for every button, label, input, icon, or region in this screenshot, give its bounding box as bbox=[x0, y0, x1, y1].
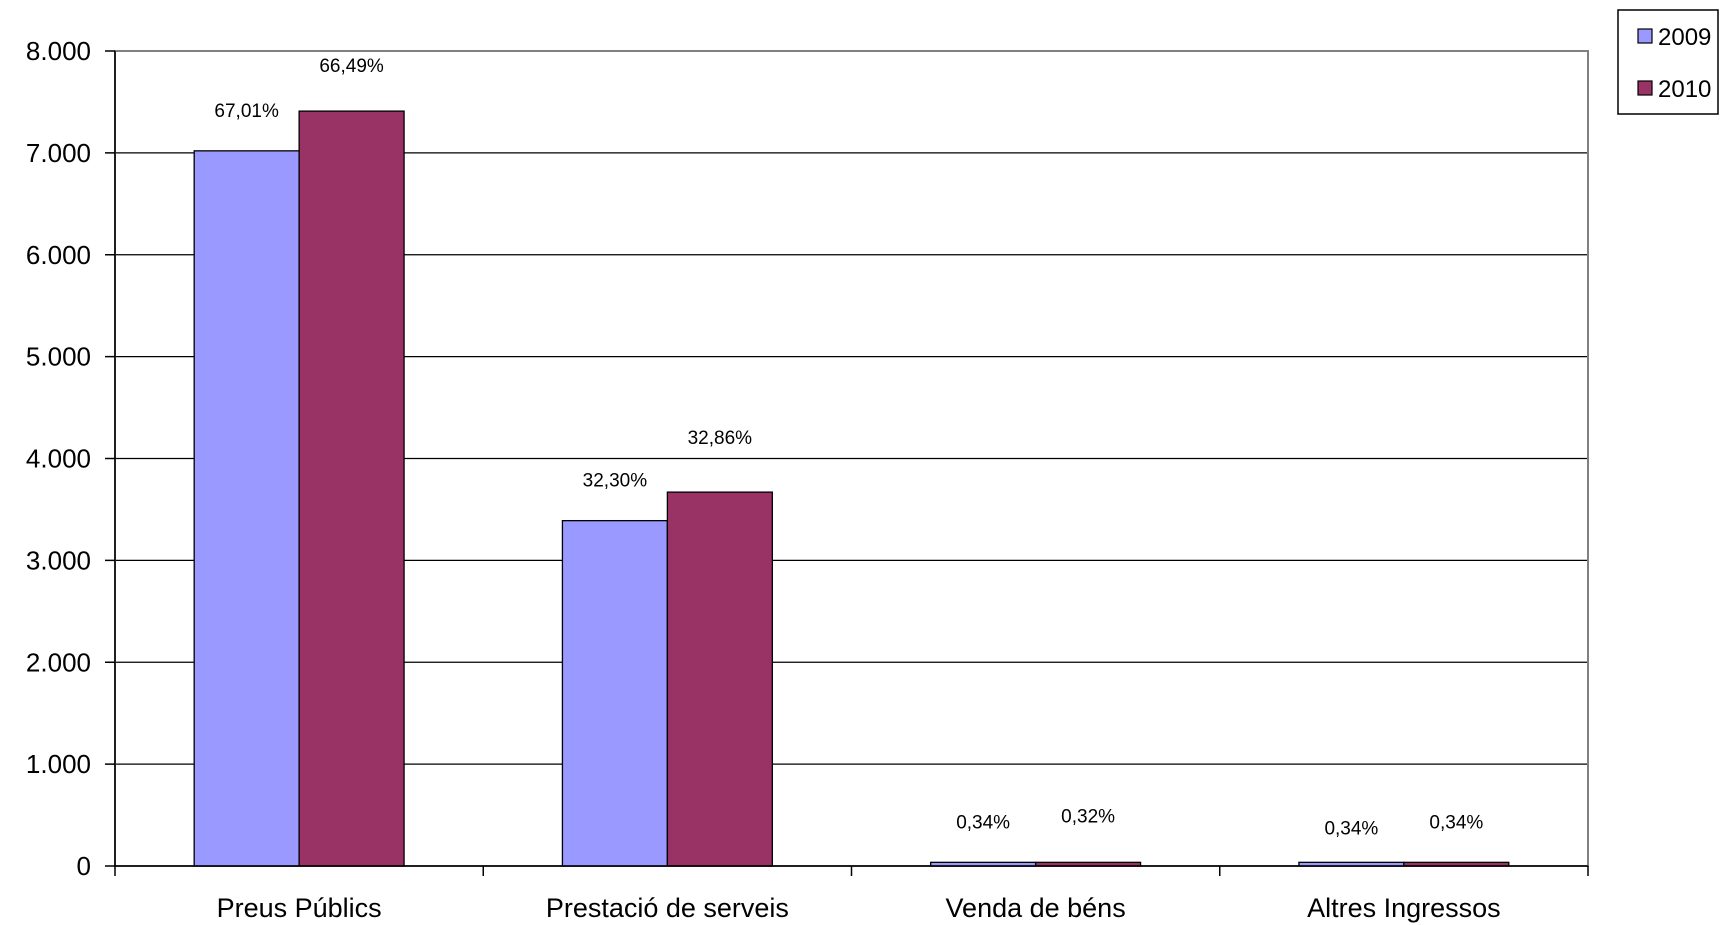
category-label: Venda de béns bbox=[946, 893, 1126, 923]
data-label: 66,49% bbox=[319, 56, 384, 77]
data-label: 67,01% bbox=[214, 101, 279, 122]
data-label: 0,34% bbox=[1324, 818, 1378, 839]
data-label: 0,34% bbox=[1429, 812, 1483, 833]
legend-entry-2010: 2010 bbox=[1658, 76, 1711, 103]
y-tick-label: 2.000 bbox=[26, 647, 91, 677]
legend: 2009 2010 bbox=[1617, 9, 1719, 115]
axes bbox=[105, 50, 1589, 876]
bar-2010-0 bbox=[298, 110, 405, 867]
legend-box bbox=[1617, 9, 1719, 115]
y-tick-label: 5.000 bbox=[26, 342, 91, 372]
bars bbox=[193, 110, 1510, 867]
data-labels: 67,01% 66,49% 32,30% 32,86% 0,34% 0,32% 0,34% 0… bbox=[214, 56, 1483, 839]
y-tick-label: 6.000 bbox=[26, 240, 91, 270]
data-label: 0,32% bbox=[1061, 806, 1115, 827]
y-tick-label: 0 bbox=[77, 851, 91, 881]
category-label: Altres Ingressos bbox=[1307, 893, 1501, 923]
y-tick-label: 1.000 bbox=[26, 749, 91, 779]
legend-swatch-2010 bbox=[1637, 80, 1653, 96]
data-label: 32,30% bbox=[583, 471, 648, 492]
category-labels: Preus Públics Prestació de serveis Venda d… bbox=[217, 893, 1501, 923]
y-tick-label: 7.000 bbox=[26, 138, 91, 168]
data-label: 32,86% bbox=[688, 428, 753, 449]
y-tick-labels: 0 1.000 2.000 3.000 4.000 5.000 6.000 7.000 8.00… bbox=[26, 36, 91, 881]
category-label: Preus Públics bbox=[217, 893, 382, 923]
legend-swatch-2009 bbox=[1637, 28, 1653, 44]
bar-2010-1 bbox=[666, 491, 773, 867]
category-label: Prestació de serveis bbox=[546, 893, 789, 923]
data-label: 0,34% bbox=[956, 812, 1010, 833]
y-tick-label: 8.000 bbox=[26, 36, 91, 66]
y-tick-label: 3.000 bbox=[26, 545, 91, 575]
bar-2009-1 bbox=[561, 519, 669, 867]
bar-2009-0 bbox=[193, 150, 300, 867]
y-tick-label: 4.000 bbox=[26, 444, 91, 474]
legend-entry-2009: 2009 bbox=[1658, 24, 1711, 51]
